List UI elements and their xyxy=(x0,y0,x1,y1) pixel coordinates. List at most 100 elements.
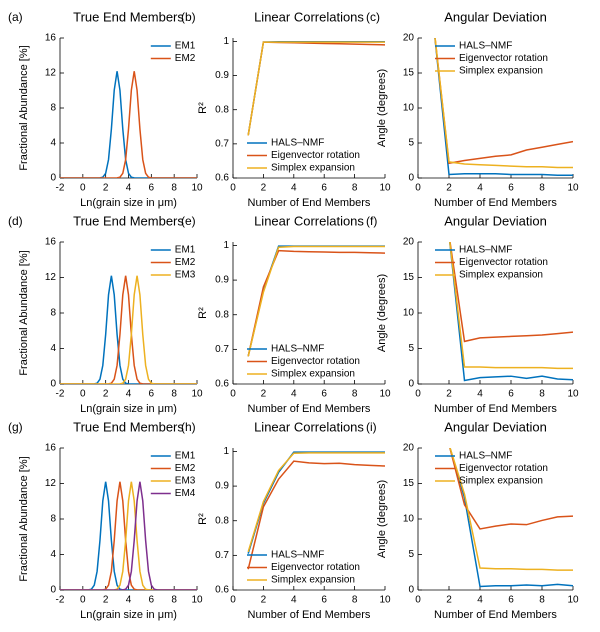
panel: (f) Angular Deviation 0 5 10 15 20 0 2 4 6 8 10 Numbe… xyxy=(366,213,579,415)
y-tick-label: 0.6 xyxy=(215,379,229,390)
data-line xyxy=(247,41,385,136)
data-line xyxy=(247,249,385,357)
x-tick-label: -2 xyxy=(56,183,65,194)
y-tick-label: 12 xyxy=(45,272,57,283)
x-axis-label: Number of End Members xyxy=(434,197,557,209)
x-tick-label: 10 xyxy=(379,595,391,606)
x-tick-label: 8 xyxy=(352,595,358,606)
x-tick-label: 4 xyxy=(291,595,297,606)
data-line xyxy=(60,275,197,384)
x-tick-label: 6 xyxy=(149,595,155,606)
data-line xyxy=(247,41,385,136)
data-line xyxy=(247,245,385,357)
y-tick-label: 0.7 xyxy=(215,344,229,355)
data-line xyxy=(247,451,385,554)
y-tick-label: 0 xyxy=(50,585,56,596)
legend-label: Simplex expansion xyxy=(459,66,543,77)
legend-label: Eigenvector rotation xyxy=(271,150,360,161)
x-axis-label: Ln(grain size in μm) xyxy=(80,609,177,621)
x-tick-label: 4 xyxy=(126,595,132,606)
y-tick-label: 0.6 xyxy=(215,585,229,596)
x-tick-label: 0 xyxy=(80,595,86,606)
x-tick-label: 6 xyxy=(508,595,514,606)
x-tick-label: 2 xyxy=(446,595,452,606)
y-tick-label: 0.9 xyxy=(215,70,229,81)
y-axis-label: Angle (degrees) xyxy=(376,480,388,558)
x-tick-label: 2 xyxy=(261,595,267,606)
x-tick-label: 6 xyxy=(508,389,514,400)
panel-title: Angular Deviation xyxy=(444,419,547,434)
y-tick-label: 0.9 xyxy=(215,275,229,286)
y-axis-label: R² xyxy=(197,102,209,114)
plot-area xyxy=(449,242,573,382)
x-tick-label: 4 xyxy=(477,389,483,400)
x-tick-label: 4 xyxy=(126,389,132,400)
y-tick-label: 20 xyxy=(403,443,415,454)
legend-label: EM2 xyxy=(175,463,196,474)
y-tick-label: 5 xyxy=(408,138,414,149)
y-tick-label: 15 xyxy=(403,68,415,79)
x-tick-label: 2 xyxy=(261,389,267,400)
y-axis-label: Fractional Abundance [%] xyxy=(18,250,30,375)
legend-label: EM3 xyxy=(175,270,196,281)
panel: (i) Angular Deviation 0 5 10 15 20 0 2 4 6 8 10 Numbe… xyxy=(366,419,579,620)
y-tick-label: 10 xyxy=(403,514,415,525)
x-tick-label: 6 xyxy=(149,183,155,194)
x-tick-label: 10 xyxy=(567,183,579,194)
y-axis-label: Fractional Abundance [%] xyxy=(18,456,30,581)
panel-title: Linear Correlations xyxy=(254,9,364,24)
y-tick-label: 0 xyxy=(408,379,414,390)
y-tick-label: 12 xyxy=(45,478,57,489)
y-tick-label: 0.7 xyxy=(215,138,229,149)
x-axis-label: Number of End Members xyxy=(248,403,371,415)
x-tick-label: 8 xyxy=(539,183,545,194)
data-line xyxy=(449,242,573,382)
y-tick-label: 5 xyxy=(408,343,414,354)
y-tick-label: 12 xyxy=(45,68,57,79)
x-tick-label: 0 xyxy=(415,183,421,194)
panel-title: True End Members xyxy=(73,213,184,228)
x-tick-label: 4 xyxy=(291,389,297,400)
legend-label: HALS–NMF xyxy=(459,451,512,462)
x-tick-label: 8 xyxy=(352,389,358,400)
legend-label: Simplex expansion xyxy=(271,369,355,380)
x-tick-label: 0 xyxy=(415,389,421,400)
x-axis-label: Number of End Members xyxy=(434,403,557,415)
legend-label: EM1 xyxy=(175,451,196,462)
x-tick-label: 6 xyxy=(508,183,514,194)
x-tick-label: 0 xyxy=(80,183,86,194)
y-axis-label: R² xyxy=(197,513,209,525)
panel-title: True End Members xyxy=(73,9,184,24)
data-line xyxy=(60,71,197,178)
x-tick-label: 4 xyxy=(477,595,483,606)
panel-label: (e) xyxy=(181,214,196,228)
plot-area xyxy=(449,448,573,588)
data-line xyxy=(247,245,385,357)
y-tick-label: 0.8 xyxy=(215,309,229,320)
x-axis-label: Number of End Members xyxy=(248,197,371,209)
x-tick-label: 8 xyxy=(539,389,545,400)
y-tick-label: 5 xyxy=(408,549,414,560)
x-tick-label: 4 xyxy=(477,183,483,194)
legend-label: Simplex expansion xyxy=(271,163,355,174)
panel-label: (f) xyxy=(366,214,377,228)
y-tick-label: 16 xyxy=(45,237,57,248)
legend-label: EM3 xyxy=(175,476,196,487)
y-tick-label: 20 xyxy=(403,237,415,248)
x-tick-label: 10 xyxy=(567,389,579,400)
y-tick-label: 0.6 xyxy=(215,173,229,184)
panel-label: (c) xyxy=(366,10,380,24)
plot-area xyxy=(247,245,385,357)
x-tick-label: 10 xyxy=(567,595,579,606)
y-tick-label: 0 xyxy=(408,585,414,596)
